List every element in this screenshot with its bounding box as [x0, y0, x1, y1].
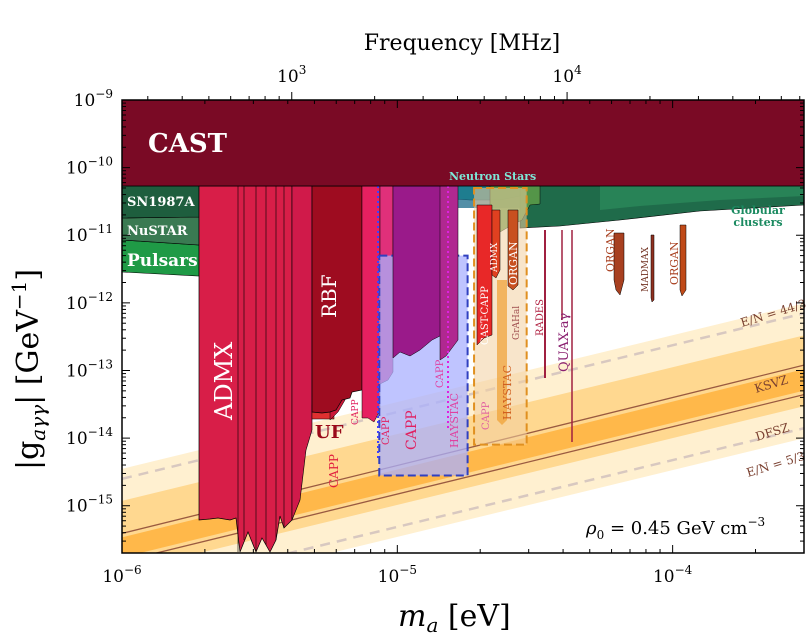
label-en-5-3: E/N = 5/3 [745, 449, 807, 480]
y-tick-label: 10−11 [66, 222, 113, 246]
x-tick-label: 10−4 [653, 563, 693, 587]
axis-ticks [121, 92, 804, 554]
region-cast [122, 100, 804, 187]
label-admx: ADMX [210, 342, 238, 421]
label-haystac-2: HAYSTAC [501, 365, 514, 420]
x-tick-label: 10−5 [378, 563, 417, 587]
label-cast: CAST [148, 129, 228, 159]
region-haystac-2 [497, 280, 507, 425]
top-tick-label: 104 [552, 63, 582, 87]
top-tick-label: 103 [277, 63, 306, 87]
label-globular-1: Globular [731, 204, 785, 217]
label-capp-2: CAPP [351, 400, 361, 426]
label-uf: UF [315, 422, 344, 443]
x-tick-label: 10−6 [102, 563, 141, 587]
top-axis-title: Frequency [MHz] [364, 31, 560, 56]
label-haystac-1: HAYSTAC [448, 393, 461, 448]
label-nustar: NuSTAR [127, 224, 188, 239]
label-capp-5: CAPP [435, 359, 446, 388]
label-capp-6: CAPP [481, 401, 492, 430]
region-admx-hi [491, 209, 501, 279]
line-dfsz [153, 393, 804, 553]
y-tick-label: 10−9 [74, 87, 113, 111]
label-organ-3: ORGAN [668, 241, 681, 285]
label-globular-2: clusters [733, 216, 782, 229]
y-axis-title: |gaγγ| [GeV−1] [7, 269, 50, 470]
label-rbf: RBF [317, 274, 341, 318]
label-admx-hi: ADMX [490, 242, 500, 273]
label-capp-4: CAPP [404, 410, 420, 450]
plot-area [122, 100, 804, 553]
y-tick-label: 10−15 [66, 493, 113, 517]
label-cast-capp: CAST-CAPP [480, 286, 491, 345]
y-tick-label: 10−14 [66, 425, 113, 449]
y-tick-label: 10−12 [66, 290, 113, 314]
label-rades: RADES [535, 299, 546, 336]
x-axis-title: ma [eV] [398, 599, 511, 637]
label-madmax: MADMAX [641, 246, 651, 292]
region-globular-light [600, 186, 804, 210]
line-en-5-3 [284, 427, 804, 553]
region-organ-3 [679, 224, 687, 297]
region-madmax [650, 234, 655, 303]
label-capp-3: CAPP [381, 416, 392, 445]
label-pulsars: Pulsars [127, 251, 198, 271]
axis-tick-labels: 10−6 10−5 10−4 10−9 10−10 10−11 10−12 10−13 10−1… [66, 63, 693, 587]
region-organ-2 [613, 232, 625, 296]
label-quax: QUAX-aγ [557, 312, 572, 372]
label-organ-1: ORGAN [507, 241, 520, 285]
y-tick-label: 10−13 [66, 357, 113, 381]
region-cast-capp [476, 204, 493, 346]
region-organ-1 [507, 209, 519, 291]
annotation-rho: ρ0 = 0.45 GeV cm−3 [585, 515, 765, 542]
label-gaha: GrAHal [512, 306, 522, 340]
admx-spikes [237, 186, 285, 552]
y-tick-label: 10−10 [66, 155, 113, 179]
label-sn1987a: SN1987A [127, 195, 195, 210]
label-capp-1: CAPP [327, 454, 341, 488]
plot-frame [121, 99, 805, 554]
label-organ-2: ORGAN [604, 228, 617, 272]
label-neutron-stars: Neutron Stars [449, 170, 536, 183]
line-en-44-3 [122, 312, 804, 481]
